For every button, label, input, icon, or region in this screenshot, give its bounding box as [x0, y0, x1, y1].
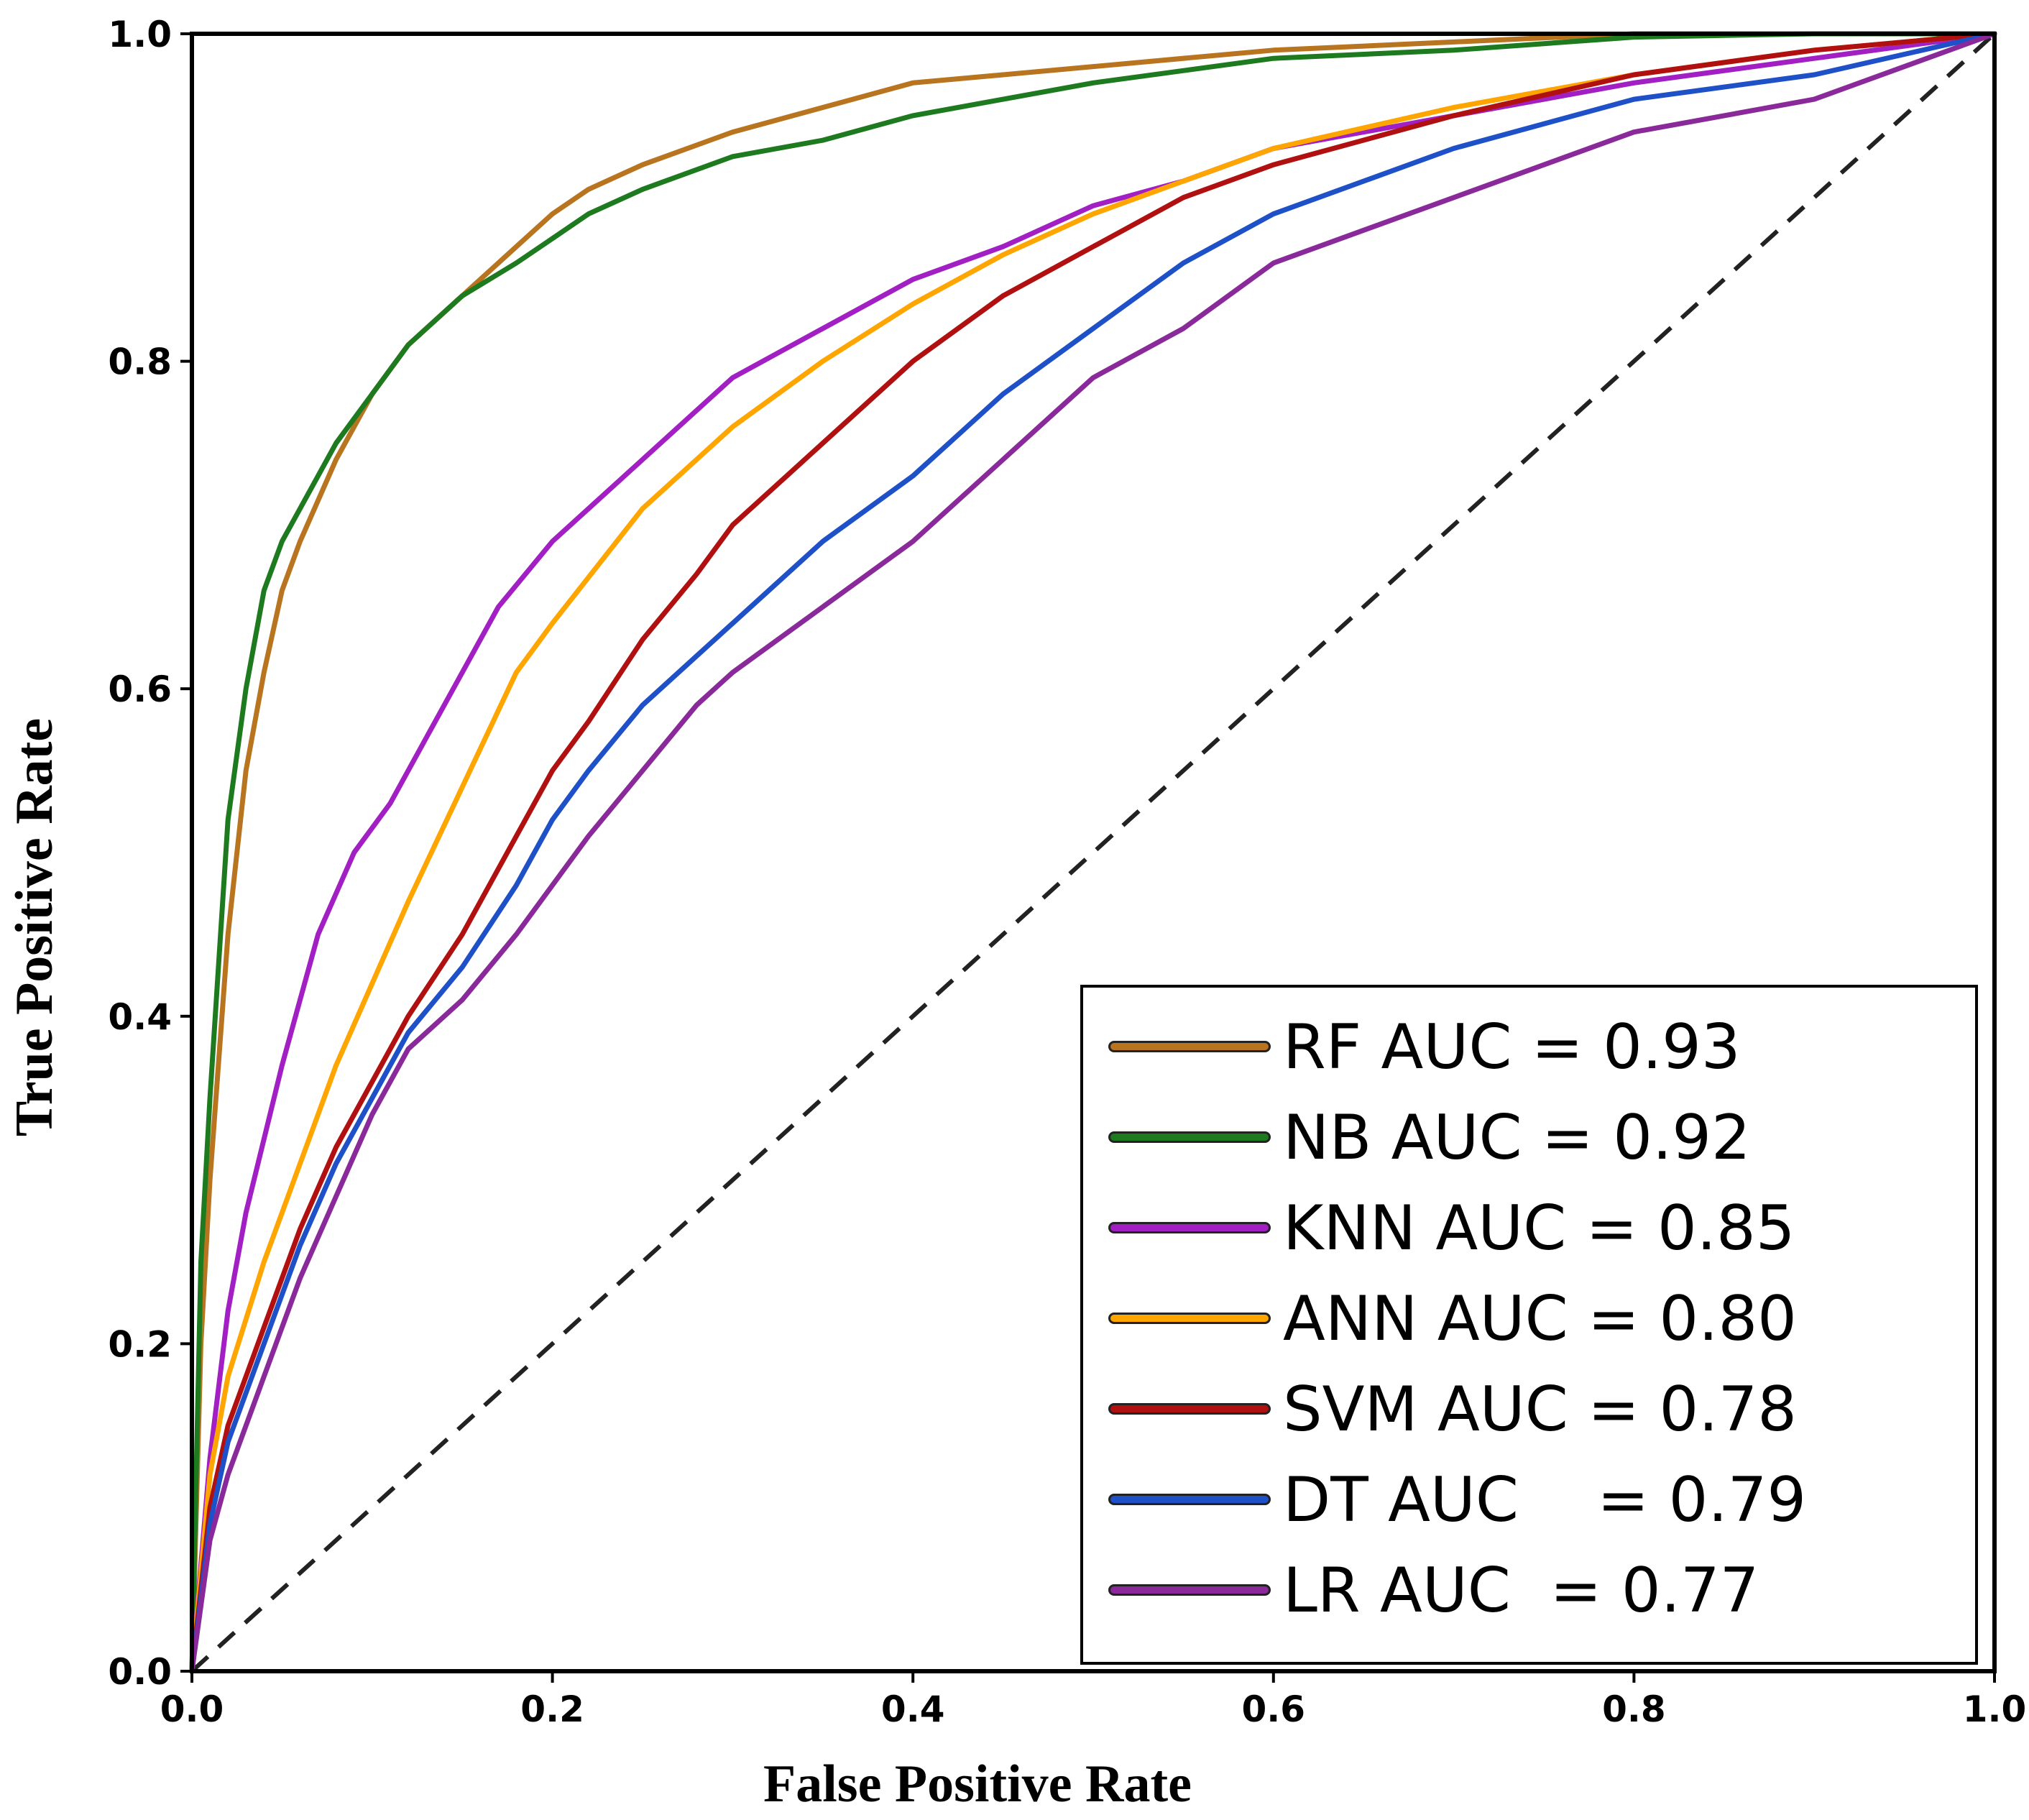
series-line-lr: [189, 31, 1997, 1674]
y-axis-title: True Positive Rate: [5, 718, 64, 1136]
y-tick-label: 0.0: [108, 1651, 172, 1693]
x-axis-title: False Positive Rate: [763, 1755, 1192, 1814]
x-tick-label: 0.2: [520, 1688, 584, 1730]
y-tick-label: 0.2: [108, 1323, 172, 1365]
x-tick-label: 0.8: [1602, 1688, 1666, 1730]
x-tick-label: 0.4: [881, 1688, 945, 1730]
series-line-dt: [189, 31, 1997, 1674]
series-line-rf: [189, 31, 1997, 1674]
x-tick-label: 1.0: [1963, 1688, 2027, 1730]
legend-label-rf: RF AUC = 0.93: [1283, 1011, 1741, 1083]
y-axis-ticks: 0.0 0.2 0.4 0.6 0.8 1.0: [108, 14, 192, 1693]
reference-line-group: [190, 32, 1997, 1673]
legend-box: [1080, 985, 1978, 1665]
series-lines: [189, 31, 1997, 1674]
plot-frame: [190, 32, 1997, 1673]
series-line-svm: [189, 31, 1997, 1674]
y-tick-label: 1.0: [108, 14, 172, 55]
legend-label-lr: LR AUC = 0.77: [1283, 1555, 1759, 1627]
y-tick-label: 0.4: [108, 996, 172, 1038]
reference-diagonal-line: [190, 32, 1997, 1673]
x-axis-ticks: 0.0 0.2 0.4 0.6 0.8 1.0: [160, 1671, 2027, 1730]
y-tick-label: 0.6: [108, 668, 172, 710]
series-line-ann: [189, 31, 1997, 1674]
x-tick-label: 0.0: [160, 1688, 224, 1730]
legend-label-nb: NB AUC = 0.92: [1283, 1102, 1751, 1174]
legend-label-ann: ANN AUC = 0.80: [1283, 1283, 1797, 1355]
legend-label-svm: SVM AUC = 0.78: [1283, 1374, 1797, 1446]
series-line-nb: [189, 31, 1997, 1674]
y-tick-label: 0.8: [108, 341, 172, 383]
legend-label-dt: DT AUC = 0.79: [1283, 1464, 1806, 1536]
legend-label-knn: KNN AUC = 0.85: [1283, 1192, 1795, 1264]
x-tick-label: 0.6: [1242, 1688, 1306, 1730]
legend: RF AUC = 0.93 NB AUC = 0.92 KNN AUC = 0.85…: [1080, 985, 1978, 1665]
